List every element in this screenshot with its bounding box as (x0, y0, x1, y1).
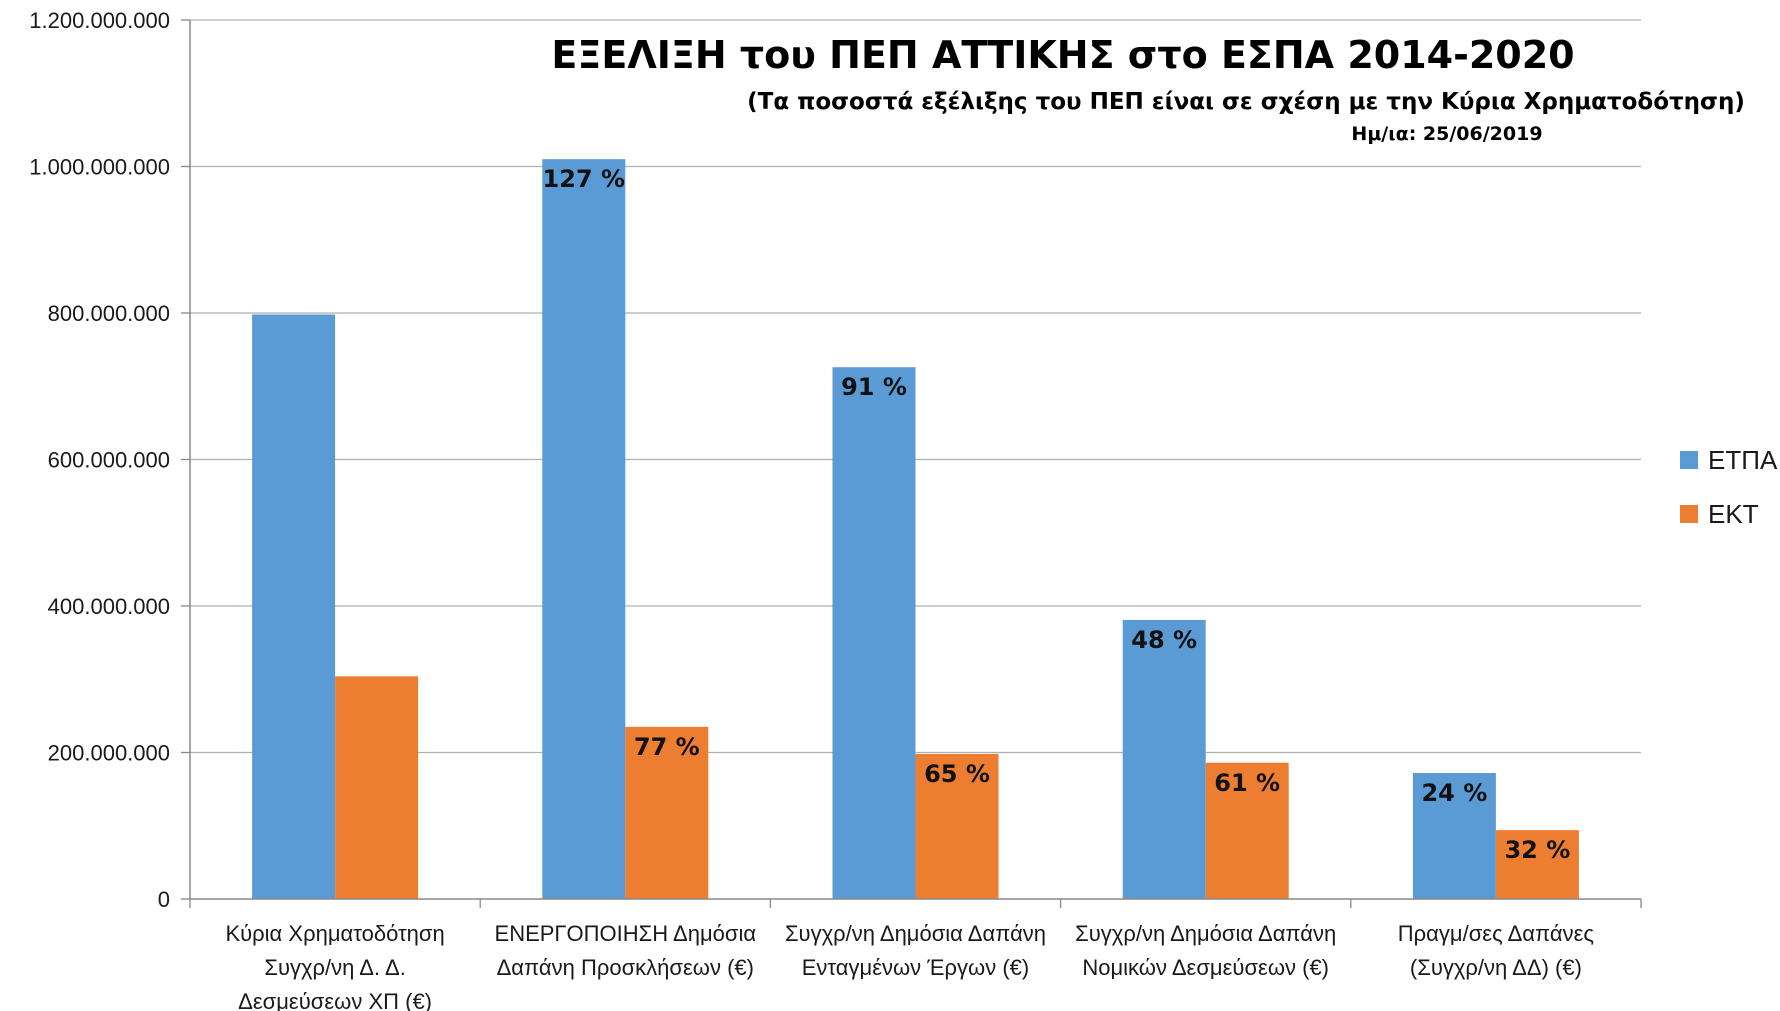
bar-etpa (1122, 619, 1206, 899)
category-label: Ενταγμένων Έργων (€) (802, 955, 1030, 980)
y-tick-label: 400.000.000 (48, 594, 170, 619)
category-label: Κύρια Χρηματοδότηση (225, 921, 444, 946)
legend: ΕΤΠΑ ΕΚΤ (1680, 445, 1778, 529)
category-label: Νομικών Δεσμεύσεων (€) (1082, 955, 1329, 980)
data-label: 91 % (841, 373, 907, 401)
bar-ekt (1495, 830, 1579, 899)
y-axis-ticks: 0 200.000.000 400.000.000 600.000.000 800.00… (29, 8, 190, 912)
bar-ekt (915, 753, 999, 899)
data-label: 127 % (543, 165, 626, 193)
legend-swatch (1680, 451, 1698, 469)
category-label: Πραγμ/σες Δαπάνες (1398, 921, 1594, 946)
category-label: Δεσμεύσεων ΧΠ (€) (238, 989, 432, 1011)
y-tick-label: 1.200.000.000 (29, 8, 170, 33)
legend-swatch (1680, 505, 1698, 523)
category-label: ΕΝΕΡΓΟΠΟΙΗΣΗ Δημόσια (495, 921, 757, 946)
category-label: Συγχρ/νη Δημόσια Δαπάνη (785, 921, 1046, 946)
data-label: 61 % (1214, 769, 1280, 797)
chart-subtitle: (Τα ποσοστά εξέλιξης του ΠΕΠ είναι σε σχ… (747, 89, 1745, 115)
bar-ekt (625, 726, 709, 899)
chart-title: ΕΞΕΛΙΞΗ του ΠΕΠ ΑΤΤΙΚΗΣ στο ΕΣΠΑ 2014-20… (551, 33, 1574, 77)
x-axis-categories: Κύρια Χρηματοδότηση Συγχρ/νη Δ. Δ. Δεσμεύσ… (225, 921, 1594, 1011)
data-label: 77 % (634, 733, 700, 761)
bar-ekt (1205, 762, 1289, 899)
y-tick-label: 1.000.000.000 (29, 155, 170, 180)
y-tick-label: 800.000.000 (48, 301, 170, 326)
data-label: 65 % (924, 760, 990, 788)
axes (189, 20, 1642, 908)
data-label: 24 % (1421, 779, 1487, 807)
bar-etpa (1412, 773, 1496, 899)
category-label: Συγχρ/νη Δ. Δ. (264, 955, 405, 980)
y-tick-label: 600.000.000 (48, 448, 170, 473)
bar-ekt (335, 676, 419, 899)
date-label: Ημ/ια: 25/06/2019 (1351, 123, 1542, 145)
bar-etpa (542, 159, 626, 900)
legend-label: ΕΚΤ (1708, 499, 1759, 529)
data-label: 48 % (1131, 626, 1197, 654)
category-label: Συγχρ/νη Δημόσια Δαπάνη (1075, 921, 1336, 946)
category-label: Δαπάνη Προσκλήσεων (€) (497, 955, 754, 980)
bars (252, 159, 1579, 900)
bar-etpa (832, 367, 916, 900)
data-labels: 127 % 91 % 48 % 24 % 77 % 65 % 61 % 32 % (543, 165, 1571, 864)
data-label: 32 % (1504, 836, 1570, 864)
bar-etpa (252, 314, 336, 900)
y-tick-label: 200.000.000 (48, 741, 170, 766)
category-label: (Συγχρ/νη ΔΔ) (€) (1410, 955, 1582, 980)
legend-label: ΕΤΠΑ (1708, 445, 1778, 475)
y-tick-label: 0 (158, 887, 170, 912)
